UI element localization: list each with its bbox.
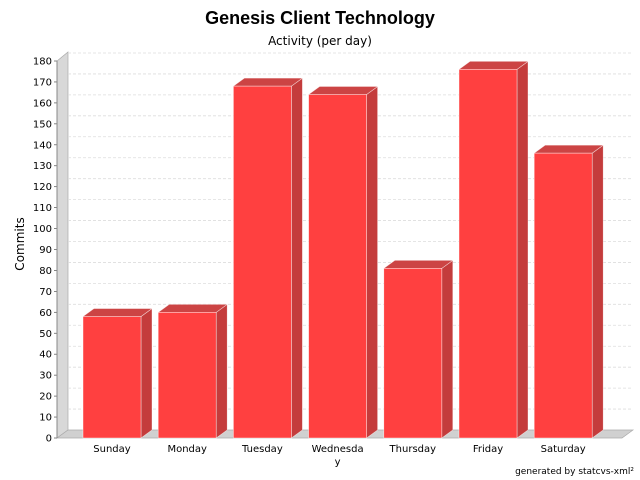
bar-friday [458, 60, 529, 439]
y-axis-ticks: 0 10 20 30 40 50 60 70 80 90 100 110 120 130 140 150 160… [33, 57, 57, 445]
plot-left-wall [56, 51, 69, 439]
y-tick-label: 180 [33, 57, 52, 68]
bar-front [458, 69, 518, 439]
bar-top [82, 308, 153, 317]
y-tick-label: 110 [33, 203, 52, 214]
x-category-label: Thursday [389, 444, 437, 455]
y-tick-label: 120 [33, 182, 52, 193]
y-tick-label: 130 [33, 161, 52, 172]
y-tick-label: 170 [33, 77, 52, 88]
bar-side [441, 259, 454, 439]
bar-side [140, 307, 153, 439]
x-category-label: Wednesda y [312, 444, 364, 468]
x-category-label: Sunday [93, 444, 130, 455]
bars [82, 60, 605, 439]
x-category-label: Monday [167, 444, 207, 455]
y-tick-label: 80 [39, 266, 52, 277]
bar-front [533, 152, 593, 439]
bar-wednesday [307, 85, 379, 439]
bar-monday [157, 303, 229, 439]
bar-front [233, 85, 292, 439]
chart-title: Genesis Client Technology [205, 8, 435, 28]
y-tick-label: 100 [33, 224, 52, 235]
y-tick-label: 30 [39, 371, 52, 382]
bar-front [157, 312, 217, 439]
bar-front [82, 316, 142, 439]
y-tick-label: 50 [39, 329, 52, 340]
x-category-label: Tuesday [241, 444, 283, 455]
y-tick-label: 10 [39, 413, 52, 424]
bar-top [157, 304, 229, 313]
x-category-label: Friday [473, 444, 503, 455]
bar-side [215, 303, 228, 439]
chart-subtitle: Activity (per day) [268, 34, 372, 48]
bar-side [516, 60, 529, 439]
bar-side [591, 144, 604, 439]
bar-top [232, 77, 304, 87]
y-tick-label: 20 [39, 392, 52, 403]
bar-thursday [382, 259, 454, 439]
bar-top [382, 260, 454, 269]
bar-top [533, 144, 605, 154]
bar-top [307, 86, 379, 95]
bar-side [291, 77, 303, 439]
y-tick-label: 160 [33, 98, 52, 109]
y-tick-label: 90 [39, 245, 52, 256]
bar-top [458, 61, 529, 70]
x-axis-categories: Sunday Monday Tuesday Wednesda y Thursday Frid… [93, 444, 586, 468]
y-axis-label: Commits [13, 217, 27, 270]
bar-side [366, 85, 378, 439]
y-tick-label: 60 [39, 308, 52, 319]
bar-sunday [82, 307, 153, 439]
bar-saturday [533, 144, 605, 439]
bar-tuesday [232, 77, 304, 439]
bar-front [383, 268, 443, 439]
bar-front [308, 94, 367, 439]
x-category-label: Saturday [541, 444, 586, 455]
generator-credit: generated by statcvs-xml² [515, 467, 634, 477]
y-tick-label: 150 [33, 119, 52, 130]
y-tick-label: 140 [33, 140, 52, 151]
y-tick-label: 40 [39, 350, 52, 361]
y-tick-label: 70 [39, 287, 52, 298]
y-tick-label: 0 [46, 434, 52, 445]
